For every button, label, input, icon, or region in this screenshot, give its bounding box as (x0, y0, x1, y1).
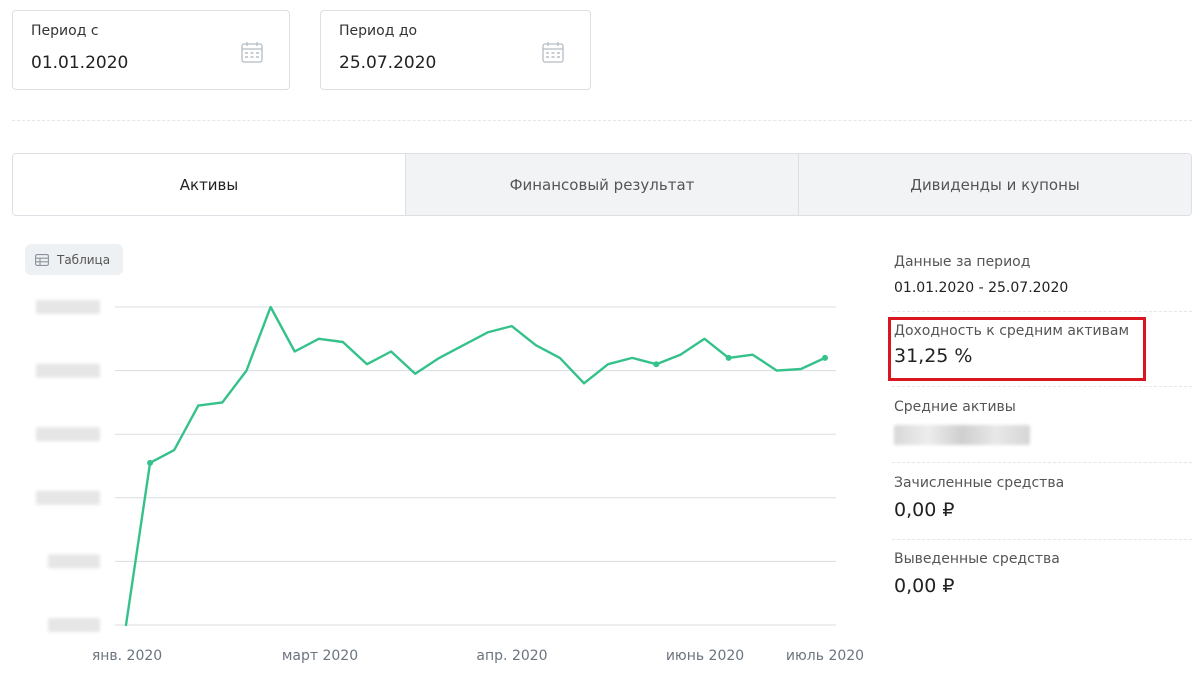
calendar-icon[interactable] (542, 41, 564, 63)
series-markers (147, 354, 828, 466)
x-axis-ticks: янв. 2020 март 2020 апр. 2020 июнь 2020 июль… (92, 648, 864, 664)
y-tick-label-redacted (48, 618, 100, 632)
stat-period-value: 01.01.2020 - 25.07.2020 (894, 280, 1069, 296)
yield-highlight-box (888, 317, 1146, 381)
chart-grid (115, 306, 836, 626)
stat-withdrawn: Выведенные средства 0,00 ₽ (880, 551, 1192, 597)
y-tick-label-redacted (36, 427, 100, 442)
x-tick-label: июль 2020 (786, 648, 864, 664)
stat-yield-label: Доходность к средним активам (894, 323, 1130, 339)
table-view-label: Таблица (57, 252, 111, 267)
stat-average-assets: Средние активы (880, 399, 1192, 449)
stat-credited-label: Зачисленные средства (894, 475, 1065, 491)
table-view-button[interactable]: Таблица (25, 244, 123, 275)
tab-assets[interactable]: Активы (13, 154, 405, 215)
x-tick-label: март 2020 (282, 648, 358, 664)
period-to-label: Период до (339, 23, 418, 39)
y-tick-label-redacted (36, 300, 100, 314)
tab-bar: Активы Финансовый результат Дивиденды и … (12, 153, 1192, 216)
series-point[interactable] (653, 361, 660, 368)
stat-credited: Зачисленные средства 0,00 ₽ (880, 475, 1192, 521)
stat-average-assets-value-redacted (894, 425, 1030, 445)
period-from-field[interactable]: Период с 01.01.2020 (12, 10, 290, 90)
period-to-field[interactable]: Период до 25.07.2020 (320, 10, 591, 90)
stat-withdrawn-value: 0,00 ₽ (894, 575, 955, 597)
y-tick-label-redacted (36, 363, 100, 378)
stat-divider (892, 386, 1192, 387)
period-to-value[interactable]: 25.07.2020 (339, 53, 437, 73)
section-divider (12, 120, 1192, 121)
assets-line-chart: янв. 2020 март 2020 апр. 2020 июнь 2020 июль… (36, 300, 864, 664)
x-tick-label: апр. 2020 (476, 648, 547, 664)
stat-period-label: Данные за период (894, 254, 1031, 270)
calendar-icon[interactable] (241, 41, 263, 63)
series-point[interactable] (725, 354, 732, 361)
series-point[interactable] (822, 354, 828, 361)
y-axis-labels (36, 300, 100, 632)
stat-divider (892, 539, 1192, 540)
stat-yield-value: 31,25 % (894, 345, 973, 367)
period-from-value[interactable]: 01.01.2020 (31, 53, 129, 73)
y-tick-label-redacted (48, 554, 100, 569)
stat-yield: Доходность к средним активам 31,25 % (880, 323, 1192, 367)
x-tick-label: июнь 2020 (666, 648, 744, 664)
assets-series-line (124, 305, 827, 627)
x-tick-label: янв. 2020 (92, 648, 162, 664)
stat-credited-value: 0,00 ₽ (894, 499, 955, 521)
stat-divider (892, 462, 1192, 463)
stat-withdrawn-label: Выведенные средства (894, 551, 1060, 567)
stat-period: Данные за период 01.01.2020 - 25.07.2020 (880, 254, 1192, 296)
tab-dividends-coupons[interactable]: Дивиденды и купоны (798, 154, 1191, 215)
stat-divider (892, 311, 1192, 312)
tab-financial-result[interactable]: Финансовый результат (405, 154, 798, 215)
series-point[interactable] (147, 459, 154, 466)
stat-average-assets-label: Средние активы (894, 399, 1016, 415)
period-from-label: Период с (31, 23, 99, 39)
y-tick-label-redacted (36, 490, 100, 505)
table-icon (35, 253, 49, 266)
